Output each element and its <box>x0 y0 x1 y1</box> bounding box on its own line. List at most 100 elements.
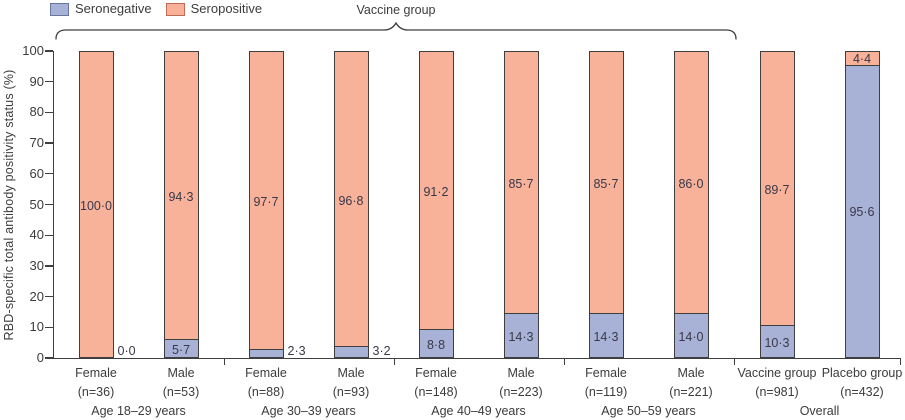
y-tick-label: 50 <box>29 196 44 212</box>
bar <box>673 51 709 358</box>
bar-value-label-seropositive: 89·7 <box>764 182 790 197</box>
x-axis-group-tick <box>393 359 395 365</box>
bar-value-label-seropositive: 94·3 <box>168 189 194 204</box>
bar-segment-seronegative <box>504 312 538 357</box>
legend-item-seronegative: Seronegative <box>50 1 152 16</box>
bar <box>844 51 880 358</box>
bar-value-label-seronegative: 8·8 <box>426 337 446 352</box>
x-tick-label-line2: (n=93) <box>332 385 370 399</box>
y-tick-mark <box>45 357 53 359</box>
bar-value-label-seronegative: 95·6 <box>849 204 875 219</box>
group-label: Age 30–39 years <box>261 404 356 418</box>
bar <box>503 51 539 358</box>
vaccine-group-annotation-label: Vaccine group <box>356 3 436 17</box>
x-tick-label-line2: (n=119) <box>584 385 628 399</box>
x-axis-group-tick <box>734 359 736 365</box>
y-tick-label: 30 <box>29 257 44 273</box>
bar-value-label-seronegative: 2·3 <box>287 343 306 358</box>
bar-segment-seropositive <box>249 52 283 350</box>
legend-label-seropositive: Seropositive <box>190 1 263 16</box>
y-tick-label: 100 <box>22 43 44 58</box>
x-tick-label-line2: (n=981) <box>755 385 799 399</box>
y-tick-label: 10 <box>29 319 44 335</box>
bar-segment-seronegative <box>249 349 283 357</box>
x-tick-label-line2: (n=148) <box>414 385 458 399</box>
bar-value-label-seropositive: 86·0 <box>678 177 704 191</box>
x-tick-label-line1: Male <box>507 366 535 380</box>
x-axis-group-tick <box>563 359 565 365</box>
y-tick-mark <box>45 265 53 267</box>
bar-segment-seronegative <box>334 346 368 357</box>
seronegative-swatch-icon <box>50 2 69 16</box>
bar-segment-seropositive <box>845 52 879 66</box>
bar-segment-seropositive <box>760 52 794 325</box>
x-tick-label-line1: Female <box>75 366 117 380</box>
x-tick-label-line2: (n=88) <box>247 385 285 399</box>
bar-segment-seronegative <box>589 312 623 357</box>
x-axis-line <box>53 358 901 360</box>
bar-value-label-seropositive: 96·8 <box>338 193 364 208</box>
bar-segment-seronegative <box>845 65 879 357</box>
bar <box>588 51 624 358</box>
y-tick-label: 80 <box>29 104 44 120</box>
group-label: Age 40–49 years <box>431 404 526 418</box>
y-tick-label: 20 <box>29 288 44 304</box>
bar-segment-seronegative <box>419 329 453 357</box>
bar-segment-seronegative <box>674 313 708 357</box>
y-tick-mark <box>45 173 53 175</box>
bar-segment-seropositive <box>334 52 368 347</box>
y-tick-label: 60 <box>29 165 44 181</box>
y-tick-mark <box>45 203 53 206</box>
bar-segment-seropositive <box>164 52 198 339</box>
group-label: Age 50–59 years <box>601 404 696 418</box>
bar-value-label-seronegative: 10·3 <box>764 335 790 350</box>
x-tick-label-line1: Female <box>415 366 457 380</box>
bar-value-label-seronegative: 14·0 <box>678 330 704 344</box>
x-tick-label-line2: (n=432) <box>840 385 884 399</box>
bar-value-label-seropositive: 91·2 <box>423 184 449 199</box>
bar-value-label-seronegative: 14·3 <box>593 329 619 344</box>
x-tick-label-line1: Male <box>337 366 365 380</box>
y-tick-label: 40 <box>29 227 44 243</box>
bar-segment-seronegative <box>164 338 198 357</box>
bar-value-label-seropositive: 85·7 <box>593 176 619 191</box>
y-tick-label: 90 <box>29 73 44 89</box>
x-tick-label-line2: (n=223) <box>499 385 543 399</box>
bar-value-label-seronegative: 3·2 <box>372 343 391 358</box>
x-tick-label-line1: Male <box>677 366 705 380</box>
bar-value-label-seronegative: 5·7 <box>171 342 191 357</box>
group-label: Age 18–29 years <box>91 404 186 418</box>
bar-value-label-seronegative: 14·3 <box>508 329 534 344</box>
x-tick-label-line1: Male <box>167 366 195 380</box>
bar <box>248 51 284 358</box>
x-tick-label-line1: Placebo group <box>821 366 903 380</box>
legend-label-seronegative: Seronegative <box>75 1 152 16</box>
y-axis-line <box>53 51 55 360</box>
y-tick-mark <box>45 234 53 236</box>
x-tick-label-line1: Female <box>245 366 287 380</box>
bar-segment-seropositive <box>674 52 708 314</box>
bar <box>163 51 199 358</box>
y-tick-mark <box>45 81 53 83</box>
bar <box>759 51 795 358</box>
bar-segment-seronegative <box>760 324 794 357</box>
bar-value-label-seropositive: 85·7 <box>508 176 534 191</box>
bar-segment-seropositive <box>589 52 623 313</box>
bar <box>78 51 114 358</box>
y-tick-mark <box>45 142 53 144</box>
bar-segment-seropositive <box>419 52 453 330</box>
x-tick-label-line2: (n=53) <box>162 385 200 399</box>
y-tick-label: 0 <box>36 350 44 365</box>
bar-value-label-seronegative: 0·0 <box>117 343 136 358</box>
bar <box>333 51 369 358</box>
x-tick-label-line1: Vaccine group <box>737 366 817 380</box>
x-tick-label-line2: (n=221) <box>669 385 713 399</box>
bar-value-label-seropositive: 100·0 <box>80 198 112 213</box>
vaccine-group-brace <box>55 21 737 40</box>
x-tick-label-line1: Female <box>585 366 627 380</box>
y-tick-mark <box>45 50 53 52</box>
y-tick-label: 70 <box>29 135 44 151</box>
bar-segment-seropositive <box>504 52 538 313</box>
